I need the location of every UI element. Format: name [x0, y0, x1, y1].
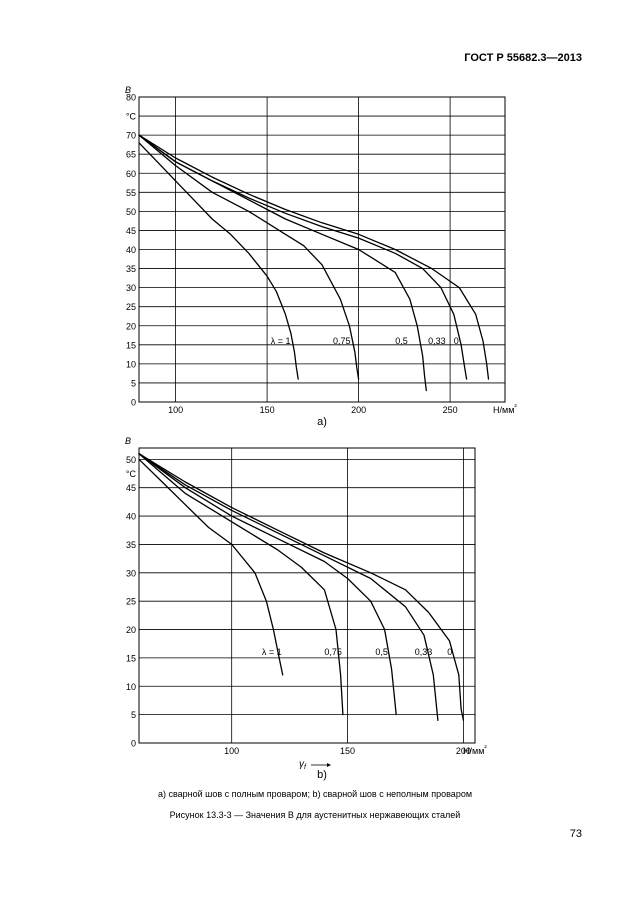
series-line — [138, 458, 284, 676]
y-tick-label: 55 — [126, 188, 136, 198]
x-unit-label: Н/мм² — [493, 404, 517, 415]
x-tick-label: 200 — [351, 405, 366, 415]
series-line — [138, 453, 439, 721]
y-tick-label: 20 — [126, 321, 136, 331]
document-header: ГОСТ Р 55682.3—2013 — [464, 52, 582, 64]
series-line — [138, 134, 360, 380]
x-tick-label: 100 — [168, 405, 183, 415]
y-tick-label: 80 — [126, 93, 136, 103]
chart-a: 0 5 10 15 20 25 30 35 40 45 50 55 60 65 70 80B °C 100 150 2… — [125, 85, 517, 428]
series-label: λ = 1 — [262, 647, 282, 657]
x-tick-label: 150 — [260, 405, 275, 415]
x-tick-label: 150 — [340, 746, 355, 756]
y-tick-label: 25 — [126, 597, 136, 607]
y-tick-label: 40 — [126, 245, 136, 255]
y-tick-label: 5 — [131, 710, 136, 720]
y-tick-label: 30 — [126, 283, 136, 293]
page-number: 73 — [569, 828, 582, 840]
series-label: 0,75 — [324, 647, 342, 657]
figure-caption: Рисунок 13.3-3 — Значения В для аустенит… — [169, 810, 461, 820]
series-label: 0,33 — [415, 647, 433, 657]
y-tick-label: 50 — [126, 207, 136, 217]
figure-parts-caption: a) сварной шов с полным проваром; b) сва… — [157, 789, 473, 799]
series-label: 0 — [454, 336, 459, 346]
y-tick-label: 35 — [126, 540, 136, 550]
y-tick-label: 70 — [126, 131, 136, 141]
y-tick-label: 10 — [126, 682, 136, 692]
panel-label: a) — [317, 416, 327, 428]
plot-frame — [138, 447, 476, 744]
y-axis-label: B — [125, 85, 131, 95]
x-axis-label: γf — [299, 759, 307, 771]
y-tick-label: 50 — [126, 455, 136, 465]
y-unit-label: °C — [126, 112, 137, 122]
y-tick-label: 0 — [131, 398, 136, 408]
y-tick-label: 35 — [126, 264, 136, 274]
series-line — [138, 142, 299, 380]
series-label: 0,5 — [375, 647, 388, 657]
y-tick-label: 15 — [126, 653, 136, 663]
x-tick-label: 250 — [443, 405, 458, 415]
series-line — [138, 453, 344, 716]
y-tick-label: 45 — [126, 226, 136, 236]
y-unit-label: °C — [126, 469, 137, 479]
plot-frame — [138, 96, 506, 403]
x-tick-label: 100 — [224, 746, 239, 756]
y-tick-label: 5 — [131, 378, 136, 388]
series-line — [138, 134, 468, 380]
y-tick-label: 45 — [126, 483, 136, 493]
series-label: 0,5 — [395, 336, 408, 346]
x-unit-label: Н/мм² — [463, 745, 487, 756]
y-tick-label: 0 — [131, 739, 136, 749]
y-tick-label: 10 — [126, 359, 136, 369]
y-tick-label: 40 — [126, 512, 136, 522]
series-line — [138, 453, 397, 716]
series-label: 0,33 — [428, 336, 446, 346]
x-tick-label: 200 — [456, 746, 471, 756]
series-label: 0,75 — [333, 336, 351, 346]
y-tick-label: 65 — [126, 150, 136, 160]
series-label: λ = 1 — [271, 336, 291, 346]
y-tick-label: 20 — [126, 625, 136, 635]
y-tick-label: 60 — [126, 169, 136, 179]
series-label: 0 — [447, 647, 452, 657]
panel-label: b) — [317, 769, 327, 781]
y-tick-label: 15 — [126, 340, 136, 350]
x-axis-arrow-head — [327, 763, 331, 767]
series-line — [138, 134, 490, 380]
series-line — [138, 453, 465, 721]
y-axis-label: B — [125, 436, 131, 446]
y-tick-label: 25 — [126, 302, 136, 312]
y-tick-label: 30 — [126, 568, 136, 578]
